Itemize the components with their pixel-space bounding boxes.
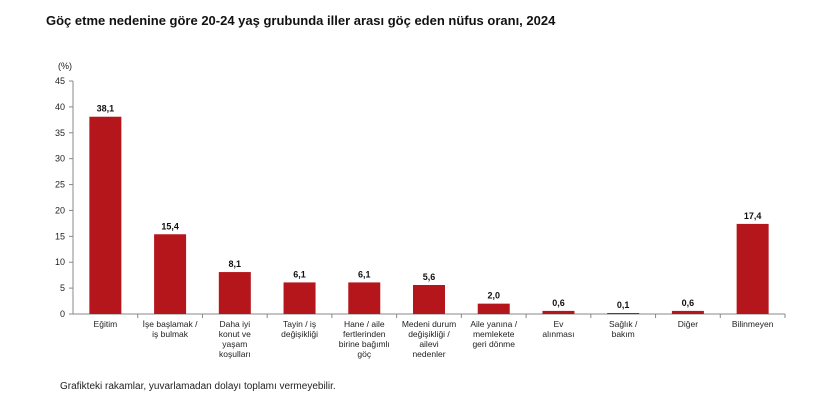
y-tick-label: 20 [55,205,65,215]
bar [89,116,122,314]
category-label-line: ailevi [419,339,438,349]
y-tick-label: 5 [60,283,65,293]
category-label-line: memlekete [473,329,515,339]
bar [671,310,704,314]
category-label-line: Hane / aile [344,319,385,329]
category-label-line: iş bulmak [152,329,189,339]
category-label: Sağlık / bakım [609,319,638,339]
category-label: Tayin / iş değişikliği [281,319,318,339]
y-tick-label: 45 [55,76,65,86]
category-label-line: İşe başlamak / [143,319,198,329]
bar [283,282,316,314]
bar-value-label: 17,4 [744,211,762,221]
footnote: Grafikteki rakamlar, yuvarlamadan dolayı… [60,381,336,392]
bar [477,303,510,314]
bar [154,234,187,314]
bar-value-label: 0,1 [617,300,630,310]
bar-value-label: 0,6 [552,298,565,308]
bar-value-label: 6,1 [358,269,371,279]
bar-value-label: 15,4 [161,221,179,231]
category-label-line: Eğitim [94,319,118,329]
chart-title: Göç etme nedenine göre 20-24 yaş grubund… [46,13,556,28]
y-tick-label: 30 [55,154,65,164]
y-tick-label: 40 [55,102,65,112]
category-label-line: Tayin / iş [283,319,316,329]
category-label-line: konut ve [219,329,251,339]
y-tick-label: 35 [55,128,65,138]
category-label-line: yaşam [222,339,247,349]
y-tick-label: 25 [55,180,65,190]
category-label-line: Daha iyi [219,319,250,329]
category-label-line: Aile yanına / [470,319,517,329]
category-label-line: Diğer [678,319,698,329]
category-label-line: göç [357,349,371,359]
category-label-line: değişikliği / [408,329,450,339]
category-label-line: birine bağımlı [339,339,390,349]
y-tick-label: 10 [55,257,65,267]
bar-value-label: 6,1 [293,269,306,279]
category-label: İşe başlamak / iş bulmak [143,319,198,339]
category-label-line: bakım [612,329,635,339]
category-label-line: değişikliği [281,329,318,339]
bar [542,310,575,314]
y-tick-label: 15 [55,231,65,241]
category-label-line: Medeni durum [402,319,456,329]
bar-value-label: 8,1 [229,259,242,269]
category-label-line: Sağlık / [609,319,638,329]
y-tick-label: 0 [60,309,65,319]
bar [607,313,640,314]
category-label-line: fertlerinden [343,329,386,339]
bar-value-label: 5,6 [423,272,436,282]
category-label: Ev alınması [542,319,574,339]
category-label: Eğitim [94,319,118,329]
category-label: Bilinmeyen [732,319,774,329]
category-label-line: Bilinmeyen [732,319,774,329]
category-label-line: nedenler [412,349,445,359]
bar [348,282,381,314]
category-label: Medeni durum değişikliği / ailevi nedenler [402,319,456,359]
bar [413,285,445,314]
bar [736,223,769,314]
category-label: Daha iyi konut ve yaşam koşulları [219,319,251,359]
bar-value-label: 0,6 [682,298,695,308]
category-label: Aile yanına / memlekete geri dönme [470,319,517,349]
category-label-line: alınması [542,329,574,339]
category-label-line: koşulları [219,349,251,359]
y-axis-label: (%) [58,61,72,71]
category-label: Hane / aile fertlerinden birine bağımlı göç [339,319,390,359]
category-label-line: geri dönme [472,339,515,349]
bar-value-label: 2,0 [487,291,500,301]
bar-value-label: 38,1 [97,104,115,114]
bar [218,272,251,314]
category-label-line: Ev [553,319,564,329]
category-label: Diğer [678,319,698,329]
